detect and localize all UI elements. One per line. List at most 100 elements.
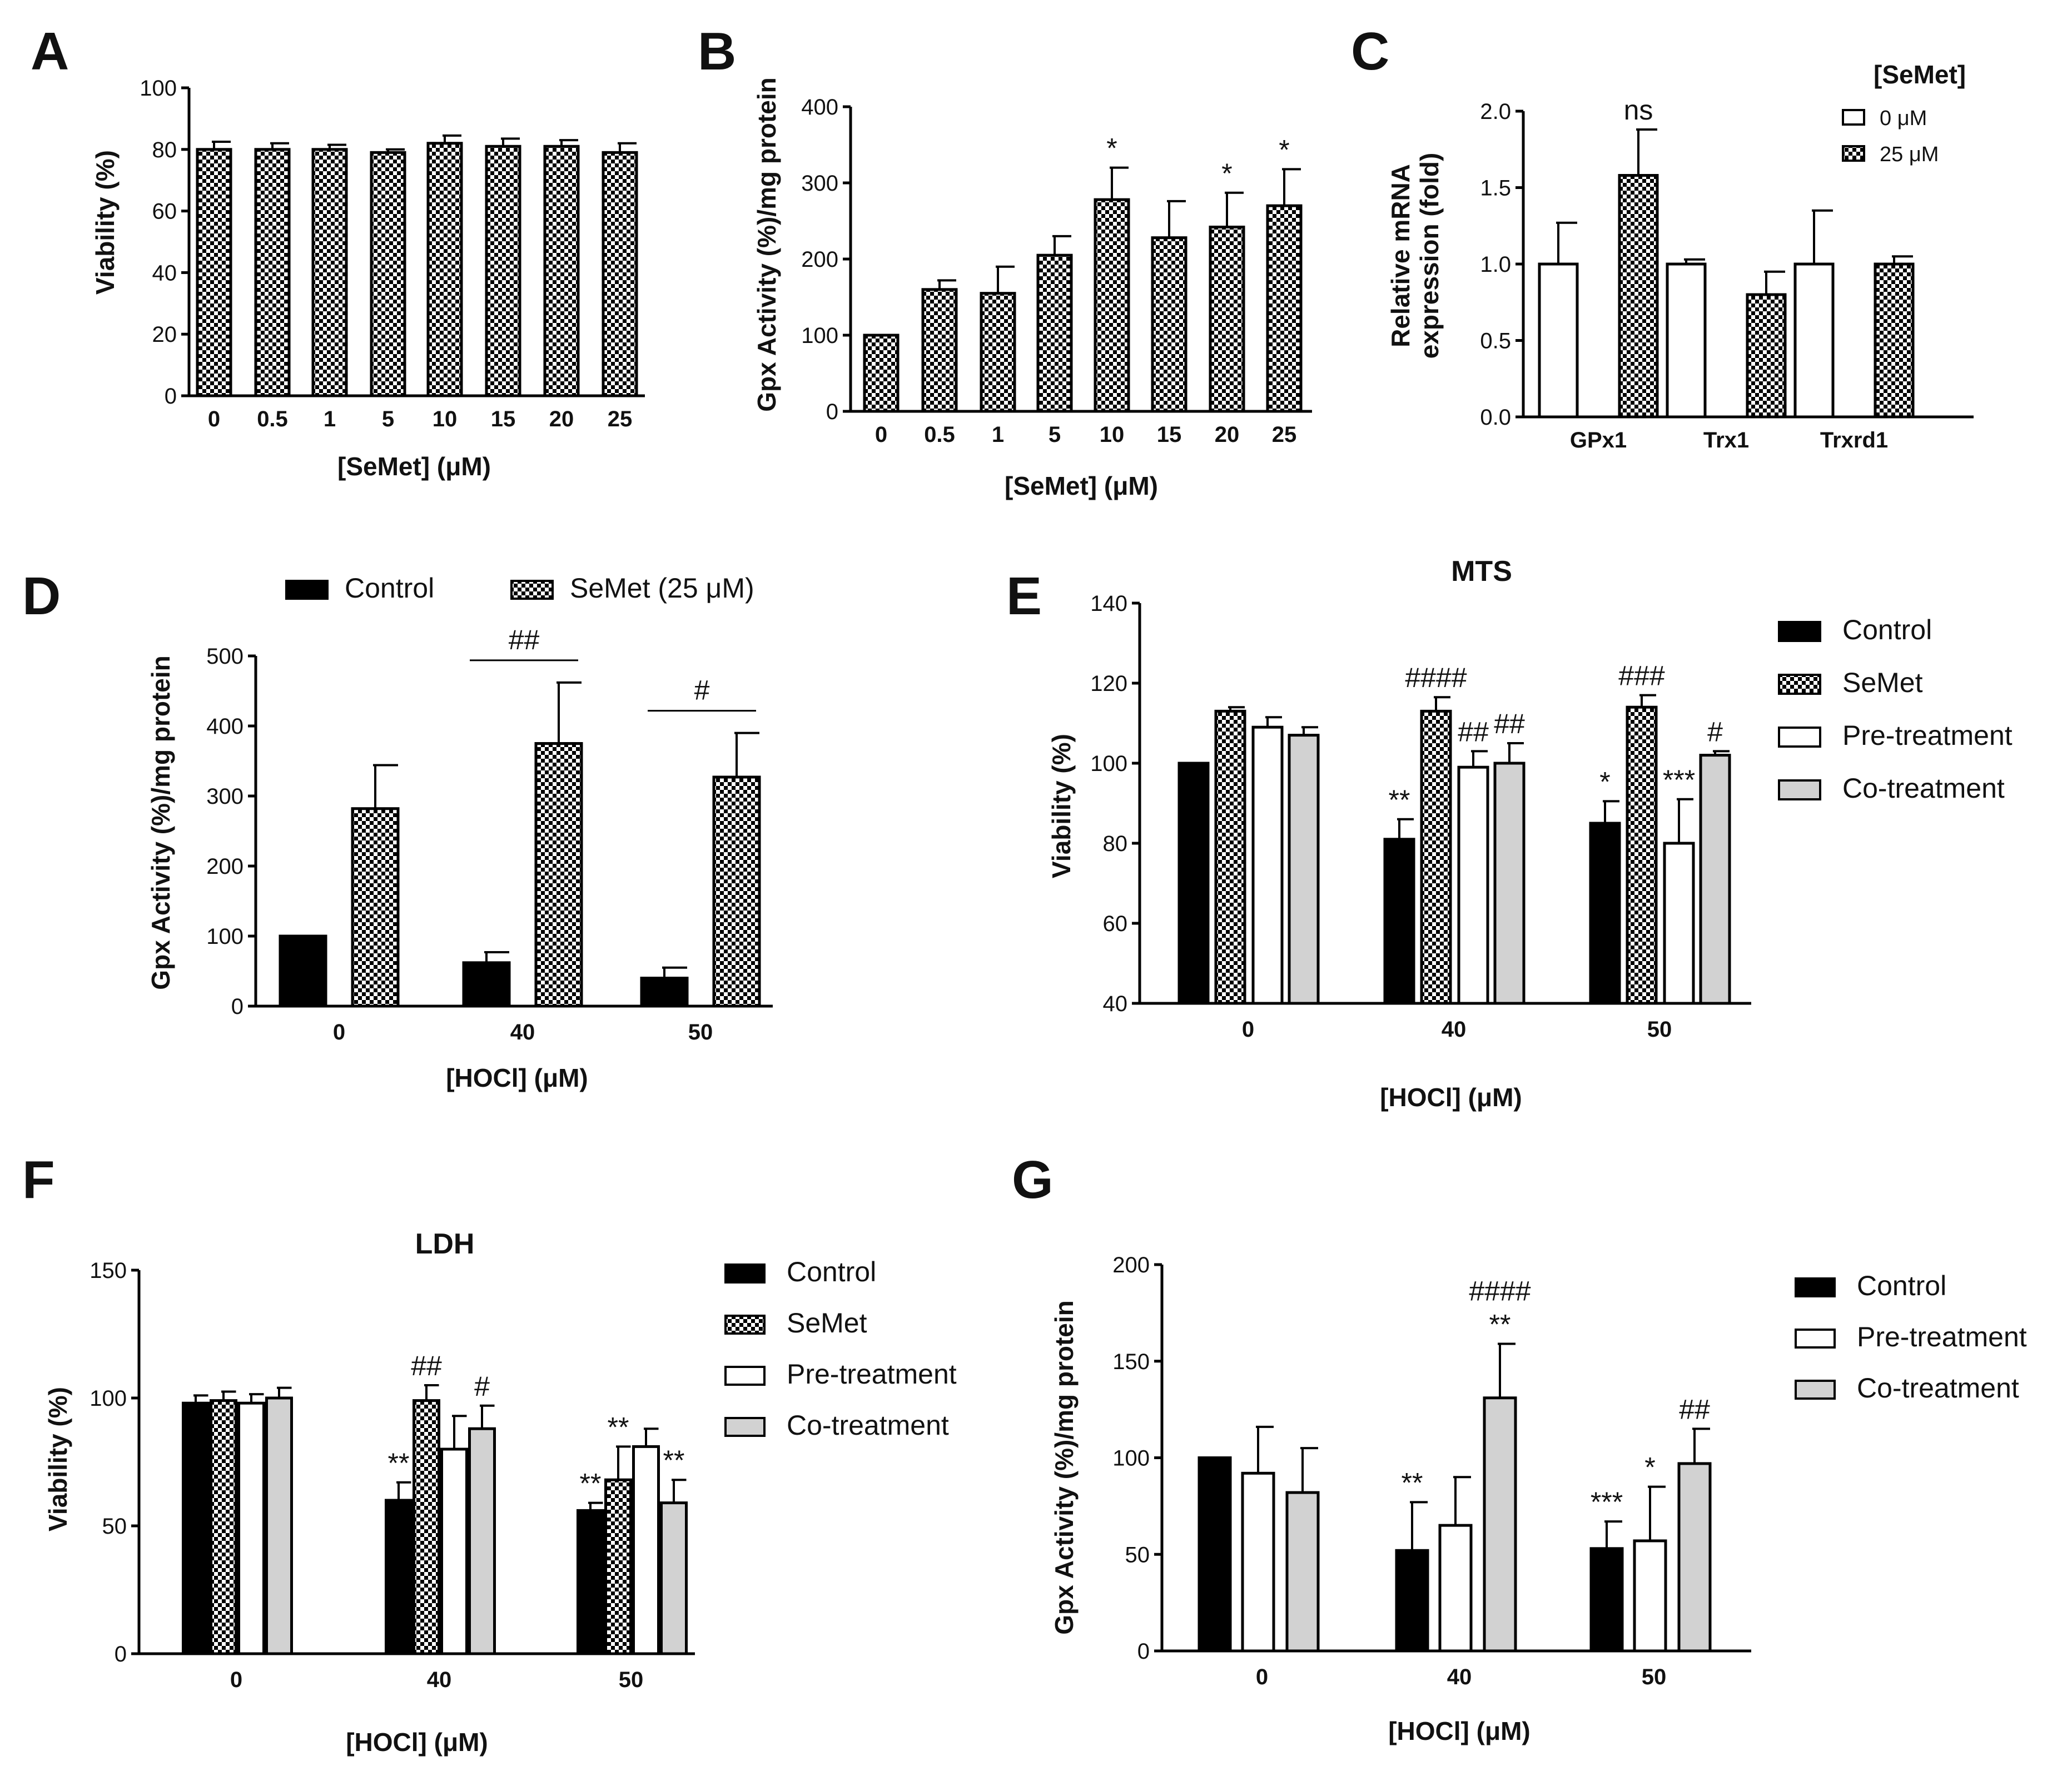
legend-label: 0 μM — [1880, 107, 1927, 130]
y-tick-label: 0 — [165, 384, 177, 409]
bar — [712, 775, 761, 1008]
bar — [468, 1427, 496, 1655]
y-tick-label: 100 — [140, 76, 177, 101]
legend-label: Co-treatment — [1857, 1372, 2019, 1404]
legend-label: SeMet — [1842, 667, 1923, 698]
y-tick-label: 40 — [152, 261, 177, 285]
significance-label: ** — [388, 1447, 410, 1479]
significance-label: ** — [1402, 1467, 1423, 1498]
y-tick-label: 150 — [90, 1258, 127, 1283]
x-tick-label: 25 — [1272, 422, 1297, 447]
legend-swatch — [724, 1315, 766, 1335]
x-axis-title: [HOCl] (μM) — [446, 1063, 588, 1092]
bar — [1214, 709, 1246, 1005]
bar — [182, 1401, 210, 1655]
legend-swatch — [724, 1366, 766, 1386]
bar — [279, 934, 327, 1008]
x-tick-label: 0 — [1256, 1665, 1268, 1689]
legend: 0 μM 25 μM — [1842, 107, 1939, 166]
bar — [1251, 725, 1284, 1005]
significance-label: *** — [1591, 1486, 1623, 1518]
y-tick-label: 20 — [152, 322, 177, 347]
y-tick-label: 300 — [206, 784, 244, 809]
y-axis-title: Viability (%) — [43, 1387, 72, 1531]
bar — [1618, 174, 1659, 419]
bar — [1746, 293, 1787, 419]
bar — [413, 1399, 440, 1655]
y-tick-label: 50 — [102, 1514, 127, 1539]
y-tick-label: 150 — [1112, 1350, 1150, 1374]
x-tick-label: 15 — [1157, 422, 1182, 447]
legend-label: Pre-treatment — [1842, 720, 2013, 751]
bar — [602, 151, 638, 397]
bar — [921, 288, 958, 413]
panel-a: A Viability (%) [SeMet] (μM) 02040608010… — [31, 22, 645, 481]
bar — [1094, 198, 1130, 413]
bar — [1395, 1549, 1429, 1653]
x-tick-label: 1 — [992, 422, 1004, 447]
y-axis-title-line-1: Relative mRNA — [1386, 164, 1415, 347]
legend-swatch — [1795, 1329, 1836, 1349]
y-tick-label: 300 — [801, 171, 838, 196]
x-tick-label: 0.5 — [257, 407, 288, 431]
significance-label: ### — [1618, 660, 1665, 692]
panel-letter: E — [1006, 566, 1042, 626]
significance-label: * — [1279, 134, 1289, 165]
bar — [604, 1478, 632, 1655]
bar — [426, 142, 463, 397]
y-axis-title-line-2: expression (fold) — [1415, 153, 1444, 359]
significance-label: #### — [1469, 1275, 1531, 1306]
legend: Control Pre-treatment Co-treatment — [1795, 1270, 2027, 1404]
legend-label: Control — [345, 573, 434, 604]
y-tick-label: 1.5 — [1480, 176, 1511, 201]
legend-label: 25 μM — [1880, 143, 1939, 166]
x-tick-label: 50 — [619, 1668, 644, 1692]
y-axis-title: Gpx Activity (%)/mg protein — [146, 655, 175, 989]
x-axis-title: [HOCl] (μM) — [1380, 1083, 1522, 1112]
legend-label: Pre-treatment — [787, 1359, 957, 1390]
legend-label: Control — [1842, 614, 1932, 645]
bar — [632, 1445, 660, 1655]
legend: Control SeMet Pre-treatment Co-treatment — [724, 1256, 957, 1441]
y-tick-label: 80 — [152, 138, 177, 162]
legend-swatch — [724, 1417, 766, 1437]
legend-label: SeMet (25 μM) — [570, 573, 754, 604]
significance-label: ## — [411, 1350, 442, 1381]
chart-title: MTS — [1451, 555, 1512, 588]
x-tick-label: 0 — [230, 1668, 242, 1692]
legend-swatch — [1778, 779, 1821, 800]
bar — [440, 1447, 468, 1655]
significance-label: * — [1106, 133, 1117, 164]
bar — [1699, 754, 1731, 1005]
x-tick-label: 20 — [549, 407, 574, 431]
bar — [385, 1499, 413, 1655]
significance-label: * — [1644, 1452, 1655, 1483]
y-tick-label: 0 — [1137, 1639, 1150, 1664]
y-tick-label: 0 — [231, 994, 244, 1019]
significance-label: ## — [509, 624, 540, 655]
legend-swatch — [1842, 109, 1865, 126]
bar — [1266, 204, 1303, 413]
panel-letter: A — [31, 22, 69, 81]
panel-e: E MTS Viability (%) [HOCl] (μM) Control S… — [1006, 555, 2013, 1112]
bar — [863, 334, 900, 413]
y-tick-label: 140 — [1090, 591, 1127, 616]
bar — [640, 977, 689, 1008]
legend-swatch — [724, 1263, 766, 1284]
legend-label: Co-treatment — [787, 1410, 949, 1441]
x-tick-label: 5 — [1049, 422, 1061, 447]
y-axis-title: Relative mRNA expression (fold) — [1386, 153, 1444, 359]
x-tick-label: 1 — [324, 407, 336, 431]
panel-letter: C — [1351, 22, 1389, 81]
legend-swatch — [1778, 621, 1821, 642]
legend-swatch — [1842, 145, 1865, 162]
bar — [1677, 1462, 1712, 1653]
panel-g: G Gpx Activity (%)/mg protein [HOCl] (μM… — [1012, 1150, 2027, 1745]
y-axis-title: Viability (%) — [91, 150, 120, 295]
bar — [237, 1401, 265, 1655]
bar — [1457, 765, 1489, 1005]
